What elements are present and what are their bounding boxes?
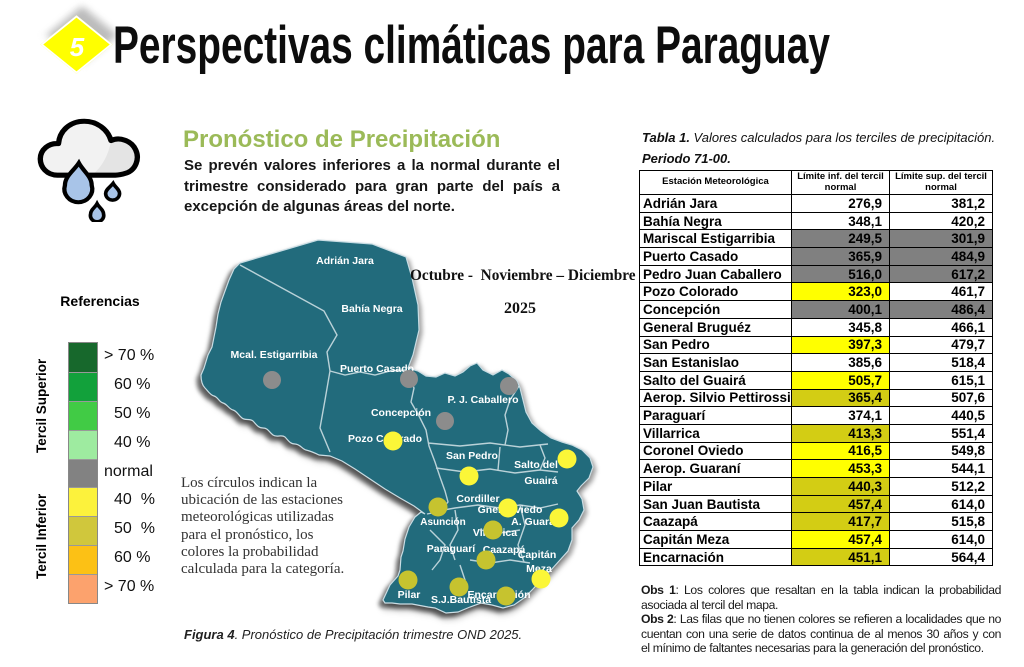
svg-text:Caazapá: Caazapá <box>483 544 526 556</box>
svg-text:Paraguarí: Paraguarí <box>427 543 477 555</box>
svg-text:Cordiller: Cordiller <box>456 493 499 505</box>
svg-text:S.J.Bautista: S.J.Bautista <box>431 594 491 606</box>
svg-text:Concepción: Concepción <box>371 407 431 419</box>
svg-text:San Pedro: San Pedro <box>446 450 498 462</box>
svg-text:Guairá: Guairá <box>524 475 557 487</box>
svg-text:Mcal. Estigarribia: Mcal. Estigarribia <box>231 349 318 361</box>
svg-text:Puerto Casado: Puerto Casado <box>340 363 414 375</box>
svg-text:A. Guara: A. Guara <box>511 516 555 528</box>
svg-text:Salto del: Salto del <box>514 459 558 471</box>
svg-text:Capitán: Capitán <box>518 549 557 561</box>
svg-text:Pilar: Pilar <box>398 589 421 601</box>
svg-text:Adrián Jara: Adrián Jara <box>316 255 374 267</box>
svg-text:Bahía Negra: Bahía Negra <box>341 303 402 315</box>
svg-text:Asunción: Asunción <box>420 517 466 528</box>
svg-text:P. J. Caballero: P. J. Caballero <box>447 394 518 406</box>
